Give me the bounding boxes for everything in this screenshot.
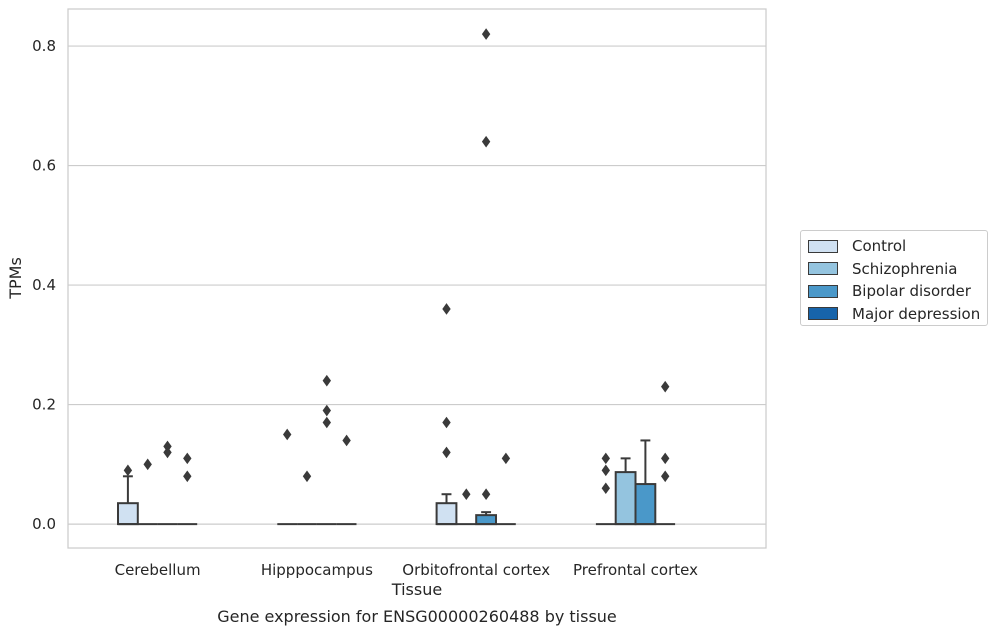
outlier-point <box>283 428 292 441</box>
box-control-cerebellum <box>117 475 139 526</box>
chart-legend: Control Schizophrenia Bipolar disorder M… <box>800 230 988 326</box>
legend-label-bipolar-disorder: Bipolar disorder <box>852 282 971 301</box>
x-tick-label: Cerebellum <box>115 561 201 579</box>
chart-title: Gene expression for ENSG00000260488 by t… <box>217 607 617 626</box>
y-tick-label: 0.2 <box>32 396 56 414</box>
outlier-point <box>442 303 451 315</box>
outlier-point <box>661 470 670 483</box>
outlier-point <box>462 488 471 501</box>
outlier-point <box>322 416 331 429</box>
legend-item-major-depression: Major depression <box>808 303 987 326</box>
box-iqr <box>634 483 657 526</box>
outlier-point <box>481 135 491 148</box>
outlier-point <box>481 28 491 40</box>
legend-label-major-depression: Major depression <box>852 304 981 323</box>
outlier-point <box>601 482 610 495</box>
box-iqr <box>117 502 139 526</box>
x-tick-label: Prefrontal cortex <box>573 561 698 579</box>
box-schizophrenia-prefrontal-cortex <box>614 457 637 526</box>
legend-item-bipolar-disorder: Bipolar disorder <box>808 280 987 303</box>
box-control-orbitofrontal-cortex <box>435 493 458 526</box>
box-iqr <box>475 514 498 526</box>
outlier-point <box>183 452 192 465</box>
legend-item-schizophrenia: Schizophrenia <box>808 258 987 281</box>
outlier-point <box>442 446 451 459</box>
plot-frame <box>67 8 767 549</box>
legend-swatch-schizophrenia <box>808 262 838 276</box>
outlier-point <box>163 446 172 459</box>
x-axis-label: Tissue <box>391 580 442 599</box>
outlier-point <box>442 416 451 429</box>
outlier-point <box>143 458 152 471</box>
outlier-point <box>183 470 192 483</box>
y-axis-label: TPMs <box>6 257 25 300</box>
legend-swatch-major-depression <box>808 307 838 321</box>
x-tick-label: Orbitofrontal cortex <box>402 561 550 579</box>
x-tick-labels: Cerebellum Hipppocampus Orbitofrontal cort… <box>115 561 698 579</box>
box-layer <box>117 439 676 526</box>
legend-swatch-control <box>808 239 838 253</box>
outlier-point <box>342 434 351 447</box>
outlier-point <box>601 452 610 465</box>
outlier-layer <box>123 28 670 501</box>
x-tick-label: Hipppocampus <box>261 561 373 579</box>
legend-label-schizophrenia: Schizophrenia <box>852 259 958 278</box>
outlier-point <box>661 380 670 393</box>
outlier-point <box>322 374 331 387</box>
outlier-point <box>501 452 511 465</box>
y-tick-label: 0.6 <box>32 157 56 175</box>
y-tick-labels: 0.0 0.2 0.4 0.6 0.8 <box>32 37 56 533</box>
box-bipolar-disorder-orbitofrontal-cortex <box>475 511 498 526</box>
outlier-point <box>481 488 491 501</box>
outlier-point <box>601 464 610 477</box>
box-bipolar-disorder-prefrontal-cortex <box>634 439 657 526</box>
box-iqr <box>614 471 637 526</box>
outlier-point <box>302 470 312 483</box>
grid-layer <box>68 45 766 525</box>
y-tick-label: 0.8 <box>32 37 56 55</box>
y-tick-label: 0.0 <box>32 515 56 533</box>
outlier-point <box>661 452 670 465</box>
outlier-point <box>163 440 172 453</box>
y-tick-label: 0.4 <box>32 276 56 294</box>
outlier-point <box>322 404 331 417</box>
outlier-point <box>123 464 133 477</box>
legend-label-control: Control <box>852 237 907 256</box>
legend-item-control: Control <box>808 235 987 258</box>
box-iqr <box>435 502 458 526</box>
legend-swatch-bipolar-disorder <box>808 284 838 298</box>
